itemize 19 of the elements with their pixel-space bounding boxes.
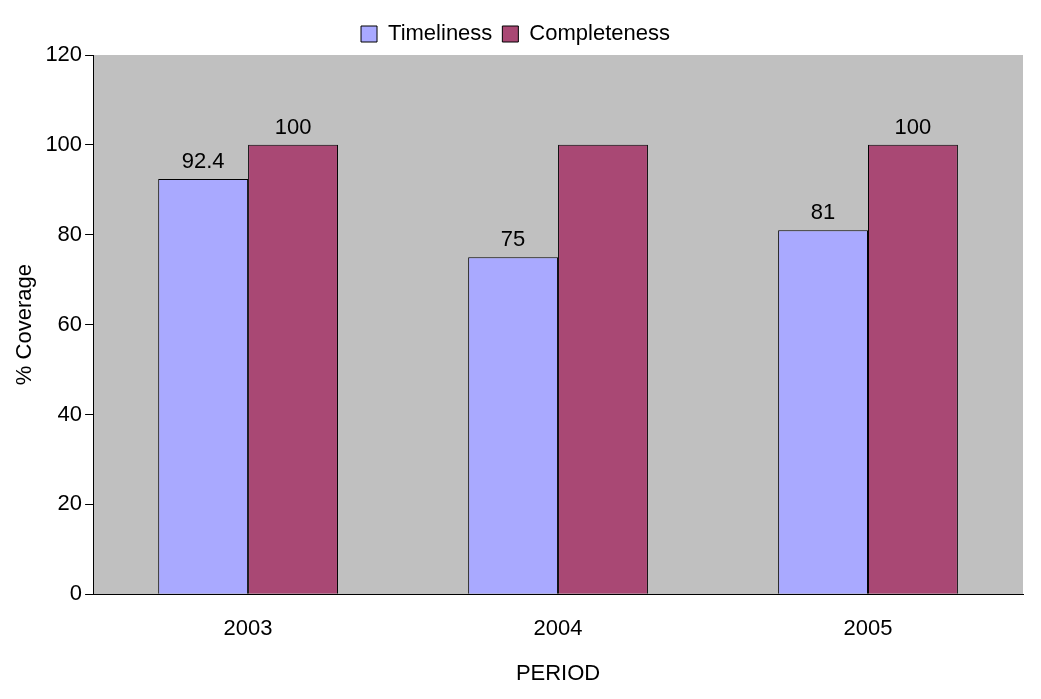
y-tick-label: 100 — [45, 130, 83, 156]
data-label: 100 — [274, 113, 312, 139]
data-label: 81 — [810, 199, 836, 225]
y-tick-label: 40 — [57, 400, 83, 426]
y-tick-label: 20 — [57, 490, 83, 516]
data-label: 75 — [500, 226, 526, 252]
y-tick-label: 0 — [69, 580, 83, 606]
x-tick-label: 2004 — [533, 615, 583, 641]
y-tick-label: 120 — [45, 41, 83, 67]
x-tick-label: 2005 — [843, 615, 893, 641]
x-axis-title: PERIOD — [515, 659, 601, 685]
y-axis-title: % Coverage — [11, 264, 37, 386]
data-label: 100 — [894, 113, 932, 139]
y-tick-label: 60 — [57, 310, 83, 336]
x-tick-label: 2003 — [223, 615, 273, 641]
legend-label: Completeness — [529, 20, 670, 46]
legend-label: Timeliness — [388, 20, 493, 46]
y-tick-label: 80 — [57, 220, 83, 246]
data-label: 92.4 — [181, 148, 225, 174]
